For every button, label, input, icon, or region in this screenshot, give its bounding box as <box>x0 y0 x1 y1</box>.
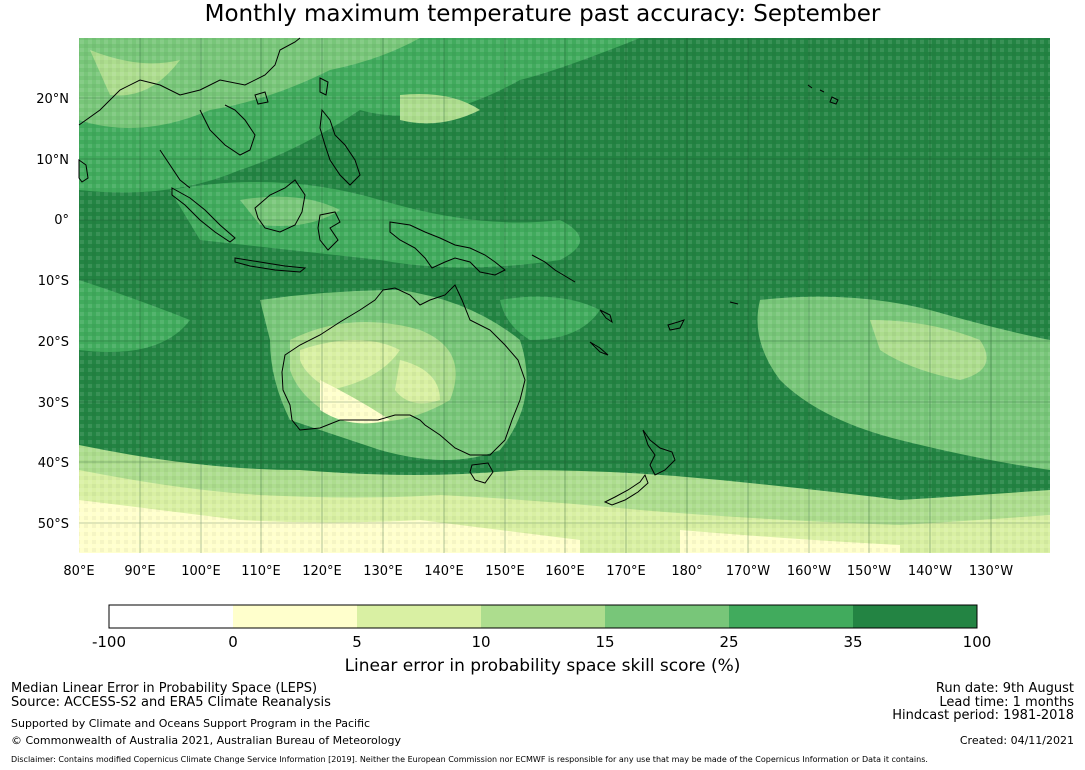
colorbar-segment <box>729 605 853 628</box>
colorbar-segment <box>233 605 357 628</box>
fiji-coast <box>667 319 685 331</box>
colorbar-tick: 5 <box>352 633 362 651</box>
colorbar-segment <box>357 605 481 628</box>
lon-label: 150°E <box>485 564 525 579</box>
footer-support: Supported by Climate and Oceans Support … <box>11 717 371 730</box>
lat-labels: 20°N 10°N 0° 10°S 20°S 30°S 40°S 50°S <box>36 92 69 532</box>
colorbar-tick: 25 <box>719 633 738 651</box>
lon-label: 170°E <box>606 564 646 579</box>
sulawesi-coast <box>317 211 341 251</box>
colorbar-tick: 15 <box>595 633 614 651</box>
lat-label: 20°S <box>38 335 69 350</box>
colorbar-tick: 35 <box>843 633 862 651</box>
lat-label: 10°S <box>38 274 69 289</box>
footer-copyright: © Commonwealth of Australia 2021, Austra… <box>11 734 401 747</box>
coastlines <box>78 37 839 506</box>
lon-label: 140°W <box>908 564 952 579</box>
taiwan-coast <box>319 77 329 96</box>
philippines-coast <box>319 108 361 186</box>
colorbar: -100 0 5 10 15 25 35 100 <box>92 604 992 651</box>
lon-label: 90°E <box>124 564 155 579</box>
footer-lead-time: Lead time: 1 months <box>939 695 1074 710</box>
footer-hindcast: Hindcast period: 1981-2018 <box>892 708 1074 723</box>
colorbar-segment <box>605 605 729 628</box>
footer-run-date: Run date: 9th August <box>935 681 1074 696</box>
colorbar-segment <box>853 605 977 628</box>
graticule <box>79 38 1050 553</box>
colorbar-tick: 100 <box>963 633 992 651</box>
colorbar-label: Linear error in probability space skill … <box>344 656 741 676</box>
new-zealand-south-coast <box>603 473 649 506</box>
lon-label: 130°W <box>969 564 1013 579</box>
lon-label: 140°E <box>424 564 464 579</box>
lon-label: 180° <box>671 564 702 579</box>
lat-label: 50°S <box>38 517 69 532</box>
lon-label: 150°W <box>847 564 891 579</box>
vanuatu-coast <box>599 309 613 324</box>
lon-label: 110°E <box>241 564 281 579</box>
java-coast <box>234 257 307 273</box>
lon-label: 100°E <box>181 564 221 579</box>
tasmania-coast <box>469 462 494 484</box>
colorbar-tick: 0 <box>228 633 238 651</box>
borneo-coast <box>254 179 306 233</box>
hawaii-coast <box>807 84 839 105</box>
chart-title: Monthly maximum temperature past accurac… <box>204 1 881 27</box>
lon-label: 160°W <box>787 564 831 579</box>
sumatra-coast <box>171 187 236 243</box>
lat-label: 30°S <box>38 396 69 411</box>
lat-label: 40°S <box>38 456 69 471</box>
lat-label: 10°N <box>36 153 69 168</box>
new-zealand-north-coast <box>642 429 676 476</box>
sri-lanka-coast <box>78 159 89 183</box>
lat-label: 20°N <box>36 92 69 107</box>
footer-created: Created: 04/11/2021 <box>959 734 1074 747</box>
asia-mainland-coast <box>78 37 301 189</box>
lon-label: 120°E <box>302 564 342 579</box>
colorbar-tick: 10 <box>471 633 490 651</box>
lon-label: 130°E <box>363 564 403 579</box>
lon-label: 160°E <box>545 564 585 579</box>
lon-labels: 80°E 90°E 100°E 110°E 120°E 130°E 140°E … <box>63 564 1013 579</box>
samoa-coast <box>729 301 739 305</box>
colorbar-segment <box>109 605 233 628</box>
lon-label: 80°E <box>63 564 94 579</box>
new-caledonia-coast <box>589 341 609 356</box>
australia-coast <box>281 284 526 456</box>
new-guinea-coast <box>389 221 506 276</box>
hainan-coast <box>254 91 269 105</box>
skill-field <box>79 38 1050 553</box>
lat-label: 0° <box>54 213 69 228</box>
skill-map: 20°N 10°N 0° 10°S 20°S 30°S 40°S 50°S 80… <box>36 37 1050 651</box>
solomon-coast <box>531 254 576 283</box>
footer-source: Source: ACCESS-S2 and ERA5 Climate Reana… <box>11 695 331 710</box>
colorbar-segment <box>481 605 605 628</box>
footer-method: Median Linear Error in Probability Space… <box>11 681 318 696</box>
footer-disclaimer: Disclaimer: Contains modified Copernicus… <box>11 755 928 764</box>
colorbar-tick: -100 <box>92 633 126 651</box>
lon-label: 170°W <box>726 564 770 579</box>
